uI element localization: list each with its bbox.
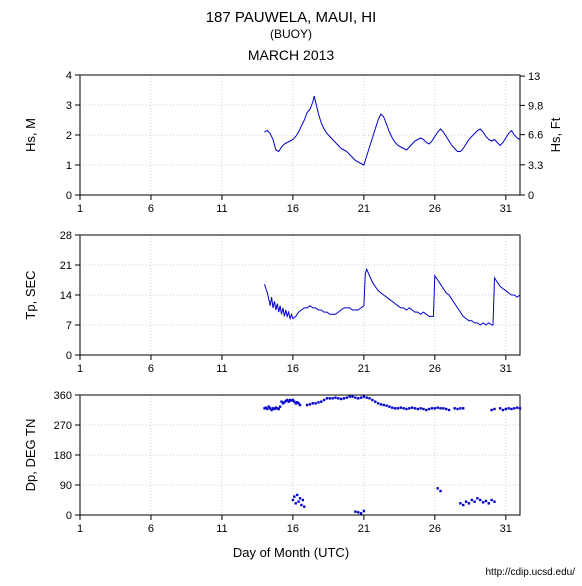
svg-text:90: 90: [60, 480, 72, 492]
svg-text:360: 360: [54, 390, 72, 402]
svg-text:16: 16: [287, 363, 299, 375]
svg-text:31: 31: [500, 363, 512, 375]
svg-text:Dp, DEG TN: Dp, DEG TN: [23, 419, 38, 492]
svg-text:6: 6: [148, 363, 154, 375]
svg-text:0: 0: [66, 190, 72, 202]
svg-text:3.3: 3.3: [528, 160, 543, 172]
svg-text:26: 26: [429, 203, 441, 215]
chart-page: 187 PAUWELA, MAUI, HI(BUOY)MARCH 2013012…: [0, 0, 582, 581]
credit: http://cdip.ucsd.edu/: [485, 567, 575, 578]
svg-text:21: 21: [358, 203, 370, 215]
svg-text:16: 16: [287, 523, 299, 535]
svg-text:16: 16: [287, 203, 299, 215]
svg-text:1: 1: [77, 203, 83, 215]
svg-text:26: 26: [429, 363, 441, 375]
svg-text:6.6: 6.6: [528, 130, 543, 142]
chart-1: 07142128161116212631Tp, SEC: [23, 230, 520, 375]
svg-text:1: 1: [77, 523, 83, 535]
svg-text:Hs, Ft: Hs, Ft: [548, 117, 563, 152]
svg-text:21: 21: [358, 523, 370, 535]
svg-text:1: 1: [77, 363, 83, 375]
svg-text:26: 26: [429, 523, 441, 535]
svg-text:180: 180: [54, 450, 72, 462]
subtitle: (BUOY): [270, 27, 312, 41]
svg-text:270: 270: [54, 420, 72, 432]
svg-text:3: 3: [66, 100, 72, 112]
svg-text:0: 0: [66, 350, 72, 362]
xlabel: Day of Month (UTC): [233, 545, 349, 560]
svg-text:6: 6: [148, 203, 154, 215]
svg-text:0: 0: [66, 510, 72, 522]
svg-text:9.8: 9.8: [528, 100, 543, 112]
svg-text:Hs, M: Hs, M: [23, 118, 38, 152]
chart-2: 090180270360161116212631Dp, DEG TN: [23, 390, 521, 535]
svg-text:4: 4: [66, 70, 72, 82]
svg-text:28: 28: [60, 230, 72, 242]
svg-text:13: 13: [528, 71, 540, 83]
svg-text:31: 31: [500, 523, 512, 535]
svg-text:31: 31: [500, 203, 512, 215]
svg-text:11: 11: [216, 363, 227, 375]
svg-text:2: 2: [66, 130, 72, 142]
svg-text:7: 7: [66, 320, 72, 332]
svg-text:11: 11: [216, 203, 227, 215]
month: MARCH 2013: [248, 47, 335, 63]
chart-svg: 187 PAUWELA, MAUI, HI(BUOY)MARCH 2013012…: [0, 0, 582, 581]
svg-text:11: 11: [216, 523, 227, 535]
svg-text:1: 1: [66, 160, 72, 172]
svg-text:Tp, SEC: Tp, SEC: [23, 270, 38, 319]
svg-text:0: 0: [528, 190, 534, 202]
svg-text:14: 14: [60, 290, 72, 302]
chart-0: 0123403.36.69.813Hs, Ft161116212631Hs, M: [23, 70, 563, 215]
svg-text:21: 21: [60, 260, 72, 272]
title: 187 PAUWELA, MAUI, HI: [206, 9, 377, 26]
svg-text:21: 21: [358, 363, 370, 375]
svg-text:6: 6: [148, 523, 154, 535]
